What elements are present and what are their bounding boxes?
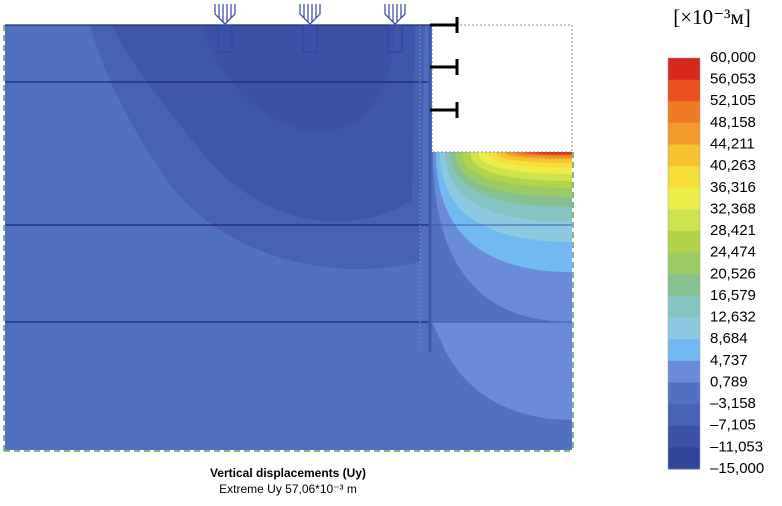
colorbar-label: 28,421 <box>710 222 756 239</box>
colorbar-band <box>668 122 700 146</box>
colorbar-label: –15,000 <box>710 460 764 477</box>
colorbar-label: 36,316 <box>710 179 756 196</box>
colorbar-band <box>668 101 700 124</box>
colorbar-label: 56,053 <box>710 71 756 88</box>
colorbar-label: 44,211 <box>710 135 755 152</box>
colorbar-band <box>668 425 700 448</box>
colorbar-band <box>668 404 700 427</box>
colorbar-label: 48,158 <box>710 114 756 131</box>
colorbar-band <box>668 79 700 102</box>
colorbar-label: 0,789 <box>710 373 748 390</box>
colorbar-label: 32,368 <box>710 200 756 217</box>
colorbar-label: –3,158 <box>710 395 756 412</box>
boundary-supports <box>3 25 574 452</box>
colorbar-label: 52,105 <box>710 92 756 109</box>
colorbar-label: 60,000 <box>710 49 756 66</box>
colorbar-band <box>668 144 700 167</box>
colorbar-band <box>668 447 700 470</box>
struts <box>430 17 459 118</box>
colorbar-label: 20,526 <box>710 265 756 282</box>
colorbar-band <box>668 58 700 81</box>
colorbar-band <box>668 274 700 297</box>
contour-plot <box>3 4 574 452</box>
colorbar-label: –11,053 <box>710 438 763 455</box>
colorbar: 60,000 56,053 52,105 48,158 44,211 40,263 36,3… <box>667 49 764 477</box>
colorbar-label: –7,105 <box>710 417 756 434</box>
contour-zone <box>200 25 395 132</box>
colorbar-label: 12,632 <box>710 309 756 326</box>
loads <box>214 4 406 53</box>
colorbar-band <box>668 317 700 340</box>
colorbar-band <box>668 339 700 362</box>
colorbar-band <box>668 295 700 319</box>
colorbar-label: 40,263 <box>710 157 756 174</box>
colorbar-label: 8,684 <box>710 330 748 347</box>
heave-contours <box>433 152 572 322</box>
colorbar-label: 24,474 <box>710 244 756 261</box>
colorbar-band <box>668 231 700 254</box>
colorbar-label: 16,579 <box>710 287 756 304</box>
colorbar-band <box>668 382 700 405</box>
legend-unit: [×10⁻³м] <box>673 5 751 29</box>
excavated-outline <box>431 24 573 153</box>
colorbar-label: 4,737 <box>710 352 748 369</box>
colorbar-band <box>668 187 700 210</box>
caption-subtitle: Extreme Uy 57,06*10⁻³ m <box>219 482 357 496</box>
contour-zone <box>432 322 572 420</box>
colorbar-band <box>668 360 700 383</box>
colorbar-band <box>668 166 700 189</box>
caption-title: Vertical displacements (Uy) <box>210 466 366 480</box>
excavated-area <box>432 25 572 152</box>
colorbar-band <box>668 252 700 275</box>
colorbar-frame <box>667 57 701 470</box>
colorbar-band <box>668 209 700 232</box>
